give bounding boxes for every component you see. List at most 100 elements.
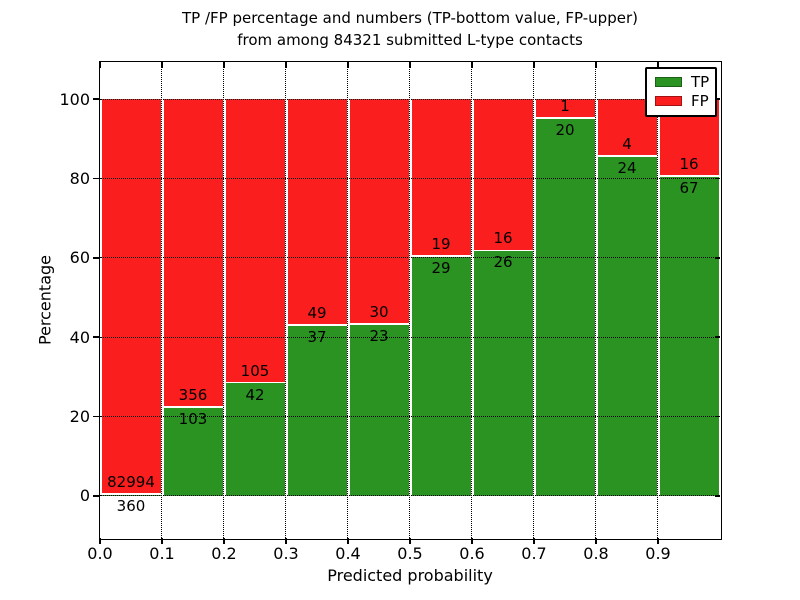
y-tick-left	[93, 98, 100, 101]
x-tick-label: 0.4	[335, 544, 361, 563]
x-tick-bottom	[347, 538, 349, 544]
x-tick-label: 0.2	[211, 544, 237, 563]
y-tick-left	[93, 415, 100, 418]
tp-bar-segment	[597, 156, 657, 496]
tp-bar-segment	[349, 324, 409, 496]
tp-count-label: 26	[493, 253, 513, 272]
x-tick-top	[409, 62, 411, 68]
fp-count-label: 49	[307, 304, 327, 323]
x-tick-bottom	[285, 538, 287, 544]
x-gridline	[471, 62, 473, 538]
x-tick-top	[161, 62, 163, 68]
fp-count-label: 4	[622, 134, 632, 153]
x-tick-label: 0.7	[521, 544, 547, 563]
tp-count-label: 20	[555, 121, 575, 140]
fp-bar-segment	[287, 99, 347, 325]
chart-title-line2: from among 84321 submitted L-type contac…	[237, 31, 583, 49]
x-tick-label: 0.6	[459, 544, 485, 563]
x-gridline	[595, 62, 597, 538]
x-gridline	[657, 62, 659, 538]
y-tick-label: 20	[69, 407, 90, 427]
plot-area: TP FP 82994 360 356 103 105 42 49 37 30 23 19 29 16 26…	[59, 60, 722, 563]
y-tick-right	[715, 98, 720, 101]
legend-entry-tp: TP	[647, 74, 715, 90]
x-axis-label: Predicted probability	[327, 566, 493, 585]
fp-count-label: 1	[560, 97, 570, 116]
x-tick-top	[223, 62, 225, 68]
legend-entry-fp: FP	[647, 93, 715, 109]
x-tick-top	[99, 62, 101, 68]
y-tick-label: 0	[79, 486, 90, 506]
fp-bar-segment	[473, 99, 533, 250]
tp-count-label: 37	[307, 328, 327, 347]
x-tick-bottom	[161, 538, 163, 544]
tp-bar-segment	[411, 257, 471, 496]
tp-bar-segment	[535, 118, 595, 496]
x-tick-top	[533, 62, 535, 68]
tp-count-label: 42	[245, 385, 265, 404]
y-tick-label: 80	[69, 169, 90, 189]
legend: TP FP	[645, 67, 717, 117]
y-tick-left	[93, 177, 100, 180]
fp-count-label: 19	[431, 235, 451, 254]
y-tick-label: 60	[69, 248, 90, 268]
tp-bar-segment	[473, 251, 533, 496]
x-tick-bottom	[595, 538, 597, 544]
y-tick-left	[93, 257, 100, 259]
x-tick-label: 0.3	[273, 544, 299, 563]
fp-bar-segment	[101, 99, 161, 494]
tp-count-label: 360	[116, 497, 146, 516]
x-tick-label: 0.0	[87, 544, 113, 563]
y-tick-left	[93, 336, 100, 339]
tp-count-label: 24	[617, 158, 637, 177]
tp-bar-segment	[225, 383, 285, 496]
legend-label-fp: FP	[691, 92, 709, 110]
x-tick-bottom	[99, 538, 101, 544]
x-tick-bottom	[533, 538, 535, 544]
tp-count-label: 23	[369, 326, 389, 345]
fp-count-label: 16	[679, 154, 699, 173]
fp-count-label: 105	[240, 361, 270, 380]
chart-title: TP /FP percentage and numbers (TP-bottom…	[100, 7, 720, 51]
x-tick-label: 0.1	[149, 544, 175, 563]
x-tick-label: 0.5	[397, 544, 423, 563]
fp-bar-segment	[163, 99, 223, 407]
y-tick-label: 100	[59, 89, 90, 109]
fp-count-label: 82994	[107, 473, 155, 492]
fp-bar-segment	[411, 99, 471, 256]
x-tick-label: 0.9	[645, 544, 671, 563]
y-tick-right	[715, 336, 720, 339]
fp-count-label: 30	[369, 302, 389, 321]
x-tick-top	[657, 62, 659, 68]
x-gridline	[347, 62, 349, 538]
fp-bar-segment	[349, 99, 409, 323]
x-tick-top	[285, 62, 287, 68]
y-tick-right	[715, 177, 720, 180]
x-tick-bottom	[409, 538, 411, 544]
y-tick-label: 40	[69, 327, 90, 347]
x-gridline	[285, 62, 287, 538]
tp-bar-segment	[287, 326, 347, 496]
x-tick-top	[595, 62, 597, 68]
fp-count-label: 356	[178, 385, 208, 404]
x-gridline	[223, 62, 225, 538]
x-tick-label: 0.8	[583, 544, 609, 563]
chart-title-line1: TP /FP percentage and numbers (TP-bottom…	[182, 9, 638, 27]
fp-bar-segment	[535, 99, 595, 118]
fp-bar-segment	[225, 99, 285, 382]
x-gridline	[161, 62, 163, 538]
y-tick-right	[715, 495, 720, 497]
x-tick-bottom	[223, 538, 225, 544]
y-tick-right	[715, 415, 720, 418]
x-tick-bottom	[471, 538, 473, 544]
legend-label-tp: TP	[691, 73, 710, 91]
tp-bar-segment	[659, 176, 719, 496]
x-tick-top	[471, 62, 473, 68]
legend-swatch-tp	[655, 77, 682, 87]
tp-count-label: 67	[679, 178, 699, 197]
x-tick-bottom	[657, 538, 659, 544]
fp-count-label: 16	[493, 229, 513, 248]
tp-bar-segment	[163, 407, 223, 496]
x-tick-top	[347, 62, 349, 68]
